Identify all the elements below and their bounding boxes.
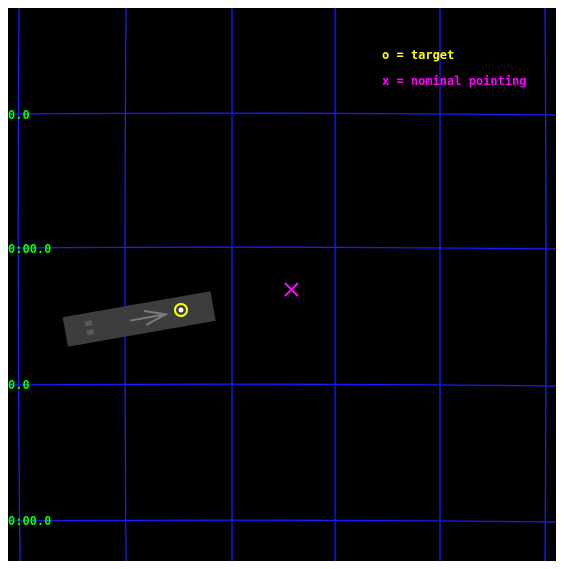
grid-line-dec-1 — [8, 112, 556, 116]
grid-line-dec-2 — [8, 246, 556, 250]
grid-line-ra-5 — [439, 8, 442, 561]
grid-line-ra-4 — [334, 8, 337, 561]
grid-line-ra-3 — [230, 8, 233, 561]
grid-line-dec-4 — [8, 519, 556, 523]
grid-line-ra-6 — [544, 8, 547, 561]
grid-line-dec-3 — [8, 383, 556, 387]
slit-footprint — [62, 291, 216, 347]
arrow-glyph — [130, 310, 169, 326]
faint-source-2 — [86, 329, 95, 336]
grid-label-2: 0:00.0 — [8, 242, 52, 256]
grid-line-ra-1 — [17, 8, 21, 561]
nominal-pointing-marker — [284, 282, 299, 297]
grid-label-1: 0.0 — [8, 108, 30, 122]
legend-nominal-pointing: x = nominal pointing — [382, 74, 527, 88]
target-marker — [174, 303, 188, 317]
target-circle-icon — [174, 303, 188, 317]
grid-label-3: 0.0 — [8, 378, 30, 392]
sky-field — [8, 8, 556, 561]
target-center-dot — [178, 307, 184, 313]
finder-chart-frame: 0.0 0:00.0 0.0 0:00.0 o = target x = nom… — [8, 8, 556, 561]
coordinate-grid — [8, 8, 556, 561]
grid-line-ra-2 — [124, 8, 127, 561]
grid-label-4: 0:00.0 — [8, 514, 52, 528]
cross-icon-stroke-2 — [284, 282, 299, 297]
faint-source-1 — [84, 320, 93, 327]
legend-target: o = target — [382, 48, 455, 62]
